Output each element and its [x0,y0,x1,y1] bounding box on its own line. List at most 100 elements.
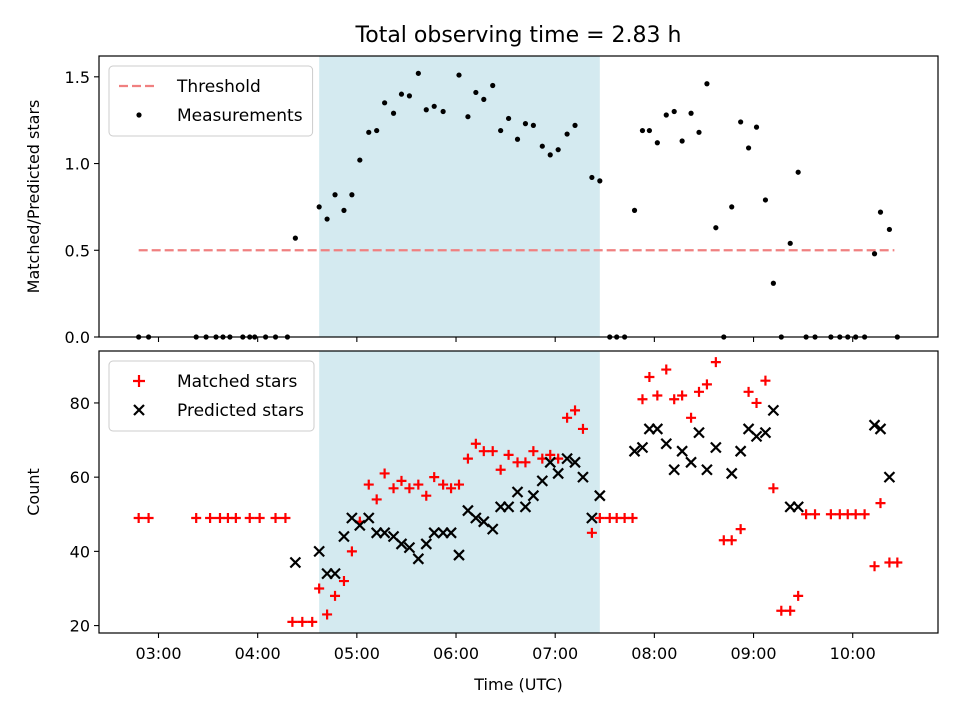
data-point [693,386,704,397]
x-tick-label: 05:00 [334,644,380,663]
y-tick-label: 1.5 [65,68,90,87]
data-point [341,207,347,213]
bottom-panel-counts: 20 40 60 80 03:00 04:00 05:00 06:00 07:00 08:00 09… [24,350,939,694]
data-point [390,110,397,116]
data-point [877,209,884,215]
data-point [536,475,549,487]
data-point [297,616,308,627]
x-tick-label: 04:00 [235,644,281,663]
data-point [462,453,473,464]
chart-title: Total observing time = 2.83 h [355,23,682,48]
data-point [244,512,255,523]
data-point [440,108,446,115]
x-axis-label: Time (UTC) [473,675,562,694]
x-tick-label: 07:00 [532,644,578,663]
data-point [726,535,737,546]
data-point [404,483,415,494]
data-point [520,457,531,468]
legend: Threshold Measurements [108,65,314,137]
data-point [762,197,769,203]
data-point [438,479,449,490]
data-point [544,456,557,469]
data-point [704,81,710,87]
data-point [374,127,380,134]
data-point [398,91,405,97]
data-point [511,486,524,498]
data-point [859,509,870,520]
data-point [793,590,804,601]
data-point [362,512,375,524]
data-point [292,235,298,241]
data-point [760,375,771,386]
data-point [338,576,349,587]
data-point [792,501,804,513]
data-point [470,438,481,449]
data-point [530,122,536,128]
data-point [735,524,746,535]
data-point [654,140,660,146]
legend-label: Matched stars [177,372,297,392]
x-tick-label: 08:00 [631,644,677,663]
data-point [470,512,482,524]
data-point [205,512,216,523]
data-point [498,127,504,134]
observing-window-span [319,56,600,337]
y-axis-label: Matched/Predicted stars [24,100,43,294]
legend-box [108,65,314,137]
data-point [787,240,793,246]
data-point [490,82,496,89]
data-point [332,192,338,198]
data-point [639,127,646,134]
data-point [191,512,202,523]
data-point [734,445,747,457]
data-point [349,192,355,198]
data-point [668,463,680,476]
legend-label: Threshold [176,77,261,97]
data-point [701,463,713,476]
data-point [322,609,333,620]
data-point [875,498,886,509]
data-point [776,605,787,616]
legend-plus-swatch [133,375,145,387]
data-point [768,483,779,494]
data-point [289,556,302,569]
data-point [527,489,540,502]
data-point [850,509,861,520]
data-point [363,479,374,490]
x-tick-label: 06:00 [433,644,479,663]
data-point [481,96,487,102]
x-tick-label: 03:00 [135,644,181,663]
data-point [329,567,341,580]
data-point [395,538,408,550]
legend-box [108,360,315,432]
data-point [671,108,677,115]
data-point [594,512,605,523]
data-point [750,430,763,443]
data-point [378,527,391,539]
data-point [547,152,553,158]
data-point [366,129,372,135]
data-point [280,512,291,523]
data-point [628,445,641,457]
data-point [502,501,515,513]
data-point [478,446,489,457]
data-point [627,512,638,523]
data-point [743,386,754,397]
data-point [445,527,457,539]
data-point [729,204,735,210]
data-point [710,441,722,454]
data-point [487,446,498,457]
data-point [456,72,462,78]
data-point [403,541,416,554]
data-point [421,490,432,501]
data-point [254,512,265,523]
data-point [287,616,298,627]
data-point [892,557,903,568]
data-point [420,538,433,550]
data-point [738,119,744,125]
data-point [686,412,697,423]
data-point [874,423,887,435]
axes-frame [98,350,939,634]
data-point [428,527,440,539]
data-point [396,475,407,486]
